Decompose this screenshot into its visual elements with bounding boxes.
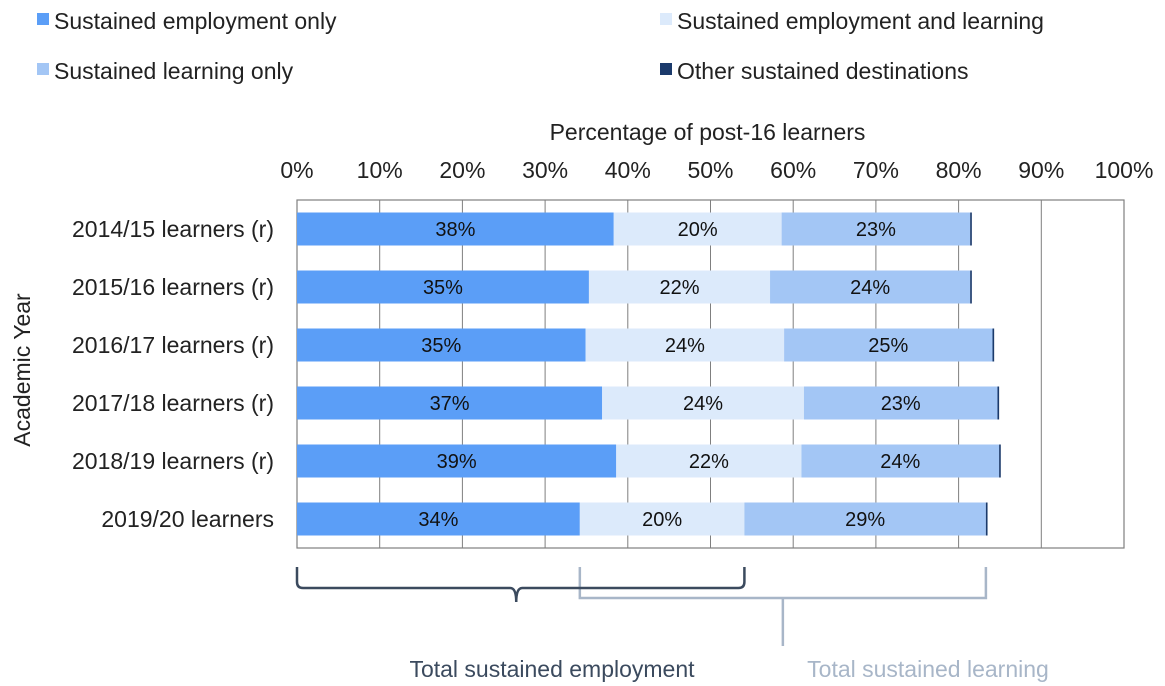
x-tick-label: 80% bbox=[936, 157, 982, 183]
data-label: 22% bbox=[659, 277, 699, 299]
category-label: 2017/18 learners (r) bbox=[72, 390, 274, 416]
x-tick-label: 60% bbox=[770, 157, 816, 183]
legend-label-4: Other sustained destinations bbox=[677, 58, 969, 84]
bar-segment bbox=[297, 328, 586, 362]
x-tick-label: 100% bbox=[1095, 157, 1154, 183]
x-axis-ticks: 0% 10% 20% 30% 40% 50% 60% 70% 80% 90% 100% bbox=[280, 157, 1153, 183]
bar-segment bbox=[297, 444, 617, 478]
category-label: 2015/16 learners (r) bbox=[72, 274, 274, 300]
data-label: 20% bbox=[678, 219, 718, 241]
bar-segment bbox=[781, 212, 971, 246]
bar-segment bbox=[613, 212, 782, 246]
x-tick-label: 40% bbox=[605, 157, 651, 183]
learning-bracket bbox=[578, 567, 988, 646]
legend: Sustained employment only Sustained emplo… bbox=[37, 8, 1044, 84]
bar-segment bbox=[770, 270, 971, 304]
bar-segment bbox=[985, 502, 988, 536]
category-label: 2014/15 learners (r) bbox=[72, 216, 274, 242]
legend-label-2: Sustained employment and learning bbox=[677, 8, 1044, 34]
bar-segment bbox=[602, 386, 804, 420]
bar-segment bbox=[579, 502, 745, 536]
data-label: 23% bbox=[856, 219, 896, 241]
data-label: 34% bbox=[418, 509, 458, 531]
bar-segment bbox=[616, 444, 802, 478]
data-label: 24% bbox=[880, 451, 920, 473]
bar-segment bbox=[803, 386, 998, 420]
x-tick-label: 70% bbox=[853, 157, 899, 183]
legend-label-3: Sustained learning only bbox=[54, 58, 294, 84]
data-label: 24% bbox=[683, 393, 723, 415]
plot-area: 38% 20% 23% 35% 22% 24% 35% 24% 25% 37% 24% 23% 39% 2… bbox=[296, 199, 1125, 549]
bar-segment bbox=[585, 328, 785, 362]
bar-segment bbox=[297, 502, 580, 536]
x-tick-label: 20% bbox=[439, 157, 485, 183]
data-label: 22% bbox=[689, 451, 729, 473]
category-label: 2019/20 learners bbox=[101, 506, 274, 532]
employment-brace bbox=[295, 567, 746, 603]
data-label: 37% bbox=[430, 393, 470, 415]
learning-bracket-label: Total sustained learning bbox=[807, 656, 1049, 682]
x-tick-label: 10% bbox=[357, 157, 403, 183]
category-labels: 2014/15 learners (r) 2015/16 learners (r)… bbox=[72, 216, 274, 532]
bar-segment bbox=[744, 502, 986, 536]
employment-brace-label: Total sustained employment bbox=[409, 656, 695, 682]
bar-segment bbox=[297, 386, 603, 420]
bar-segment bbox=[999, 444, 1001, 478]
bar-segment bbox=[297, 212, 614, 246]
legend-swatch-3 bbox=[37, 63, 49, 75]
data-label: 38% bbox=[435, 219, 475, 241]
data-label: 39% bbox=[437, 451, 477, 473]
x-tick-label: 0% bbox=[280, 157, 313, 183]
bar-segment bbox=[992, 328, 995, 362]
bar-segment bbox=[970, 212, 972, 246]
bar-segment bbox=[588, 270, 771, 304]
legend-swatch-2 bbox=[660, 13, 672, 25]
data-label: 24% bbox=[850, 277, 890, 299]
bar-segment bbox=[297, 270, 589, 304]
legend-swatch-4 bbox=[660, 63, 672, 75]
legend-label-1: Sustained employment only bbox=[54, 8, 337, 34]
data-label: 23% bbox=[881, 393, 921, 415]
bar-segment bbox=[801, 444, 1000, 478]
data-label: 20% bbox=[642, 509, 682, 531]
x-tick-label: 90% bbox=[1018, 157, 1064, 183]
total-braces: Total sustained learning Total sustained … bbox=[295, 567, 1049, 682]
data-label: 29% bbox=[845, 509, 885, 531]
x-tick-label: 30% bbox=[522, 157, 568, 183]
bar-segment bbox=[970, 270, 972, 304]
bar-segment bbox=[997, 386, 1000, 420]
y-axis-title: Academic Year bbox=[9, 293, 35, 447]
data-label: 24% bbox=[665, 335, 705, 357]
category-label: 2016/17 learners (r) bbox=[72, 332, 274, 358]
x-axis-title: Percentage of post-16 learners bbox=[550, 119, 866, 145]
data-label: 35% bbox=[423, 277, 463, 299]
data-label: 35% bbox=[421, 335, 461, 357]
category-label: 2018/19 learners (r) bbox=[72, 448, 274, 474]
data-label: 25% bbox=[868, 335, 908, 357]
x-tick-label: 50% bbox=[687, 157, 733, 183]
legend-swatch-1 bbox=[37, 13, 49, 25]
bar-segment bbox=[784, 328, 993, 362]
